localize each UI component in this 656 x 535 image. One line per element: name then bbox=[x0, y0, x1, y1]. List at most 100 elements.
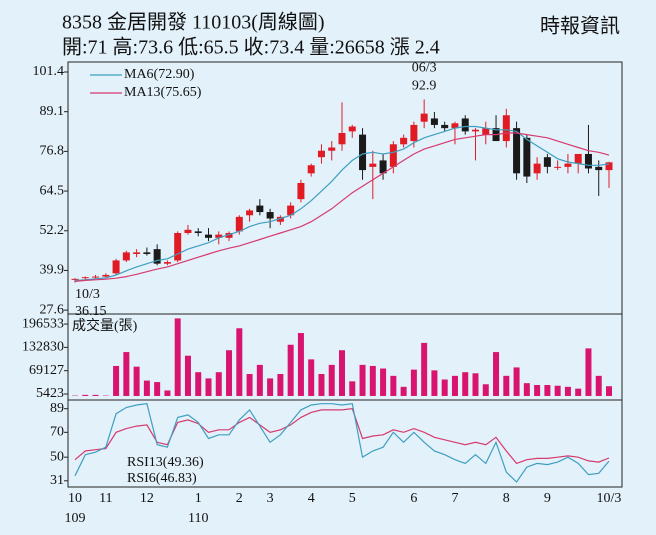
candle-body bbox=[389, 144, 397, 167]
x-tick-label: 2 bbox=[236, 491, 243, 506]
stats: 開:71 高:73.6 低:65.5 收:73.4 量:26658 漲 2.4 bbox=[62, 36, 440, 59]
candle-body bbox=[215, 234, 223, 238]
volume-bar bbox=[328, 364, 335, 396]
candle-body bbox=[287, 205, 295, 216]
candle-body bbox=[235, 216, 243, 232]
candle-body bbox=[317, 150, 325, 158]
candle-body bbox=[256, 205, 264, 213]
volume-bar bbox=[441, 379, 448, 396]
x-year-label: 110 bbox=[188, 511, 208, 526]
candle-body bbox=[133, 252, 141, 254]
x-tick-label: 7 bbox=[451, 491, 458, 506]
y-tick-label: 50 bbox=[50, 449, 64, 464]
y-tick-label: 76.8 bbox=[40, 144, 65, 159]
y-tick-label: 69127 bbox=[29, 363, 64, 378]
x-tick-label: 9 bbox=[544, 491, 551, 506]
candle-body bbox=[102, 274, 110, 277]
volume-bar bbox=[451, 375, 458, 396]
candle-body bbox=[584, 153, 592, 169]
series-line bbox=[74, 403, 610, 483]
candle-body bbox=[71, 278, 79, 280]
x-tick-label: 10/3 bbox=[597, 491, 622, 506]
volume-bar bbox=[421, 342, 428, 396]
volume-bar bbox=[308, 359, 315, 396]
candle-body bbox=[564, 163, 572, 167]
x-tick-label: 1 bbox=[195, 491, 202, 506]
volume-bar bbox=[205, 378, 212, 396]
volume-bar bbox=[236, 328, 243, 396]
candle-body bbox=[543, 157, 551, 167]
series-line bbox=[74, 408, 610, 465]
candle-body bbox=[143, 252, 151, 254]
volume-bar bbox=[523, 383, 530, 396]
volume-bar bbox=[400, 386, 407, 396]
x-tick-label: 3 bbox=[267, 491, 274, 506]
volume-bar bbox=[585, 348, 592, 396]
candle-body bbox=[482, 128, 490, 135]
volume-bar bbox=[82, 394, 89, 396]
volume-bar bbox=[503, 375, 510, 396]
volume-bar bbox=[92, 394, 99, 396]
candle-body bbox=[533, 163, 541, 174]
volume-bar bbox=[133, 366, 140, 396]
candle-body bbox=[246, 210, 254, 216]
candle-body bbox=[348, 126, 356, 132]
volume-bar bbox=[256, 364, 263, 396]
candle-body bbox=[163, 262, 171, 264]
candle-body bbox=[574, 153, 582, 164]
candle-body bbox=[513, 128, 521, 174]
candle-body bbox=[225, 233, 233, 238]
candle-body bbox=[369, 163, 377, 167]
annotation-value: 36.15 bbox=[75, 304, 107, 319]
candle-body bbox=[554, 166, 562, 168]
candle-body bbox=[81, 277, 89, 279]
volume-bar bbox=[318, 374, 325, 396]
volume-bar bbox=[410, 369, 417, 396]
series-line bbox=[74, 132, 610, 282]
chart-title: 8358 金居開發 110103(周線圖) bbox=[62, 11, 325, 34]
volume-bar bbox=[575, 388, 582, 396]
candle-body bbox=[184, 229, 192, 234]
volume-bar bbox=[380, 368, 387, 396]
source: 時報資訊 bbox=[540, 15, 620, 38]
candle-body bbox=[92, 276, 100, 278]
x-tick-label: 6 bbox=[410, 491, 417, 506]
y-tick-label: 64.5 bbox=[40, 183, 65, 198]
y-tick-label: 132830 bbox=[22, 340, 64, 355]
x-tick-label: 4 bbox=[308, 491, 315, 506]
legend-label: RSI13(49.36) bbox=[127, 455, 204, 470]
volume-bar bbox=[287, 344, 294, 396]
volume-bar bbox=[493, 352, 500, 396]
candle-body bbox=[153, 249, 161, 264]
y-tick-label: 27.6 bbox=[40, 302, 65, 317]
candle-body bbox=[338, 132, 346, 145]
volume-bar bbox=[154, 382, 161, 396]
annotation-label: 10/3 bbox=[75, 287, 100, 302]
candle-body bbox=[502, 115, 510, 142]
volume-bar bbox=[564, 386, 571, 396]
candle-body bbox=[194, 231, 202, 234]
volume-bar bbox=[195, 372, 202, 396]
volume-bar bbox=[513, 367, 520, 396]
panel-title: 成交量(張) bbox=[72, 317, 138, 334]
volume-bar bbox=[246, 374, 253, 396]
candle-body bbox=[297, 182, 305, 200]
volume-bar bbox=[297, 333, 304, 396]
legend-label: MA13(75.65) bbox=[124, 85, 202, 100]
volume-bar bbox=[359, 364, 366, 396]
y-tick-label: 89.1 bbox=[40, 104, 65, 119]
candle-body bbox=[205, 234, 212, 238]
candle-body bbox=[420, 113, 428, 122]
y-tick-label: 101.4 bbox=[33, 64, 65, 79]
volume-bar bbox=[482, 384, 489, 396]
volume-bar bbox=[606, 386, 612, 396]
legend-label: MA6(72.90) bbox=[124, 67, 195, 82]
candle-body bbox=[112, 260, 120, 274]
volume-bar bbox=[339, 350, 345, 396]
volume-bar bbox=[174, 318, 181, 396]
x-tick-label: 10 bbox=[68, 491, 82, 506]
annotation-value: 92.9 bbox=[412, 79, 437, 94]
candle-body bbox=[266, 212, 274, 219]
y-tick-label: 70 bbox=[50, 425, 64, 440]
